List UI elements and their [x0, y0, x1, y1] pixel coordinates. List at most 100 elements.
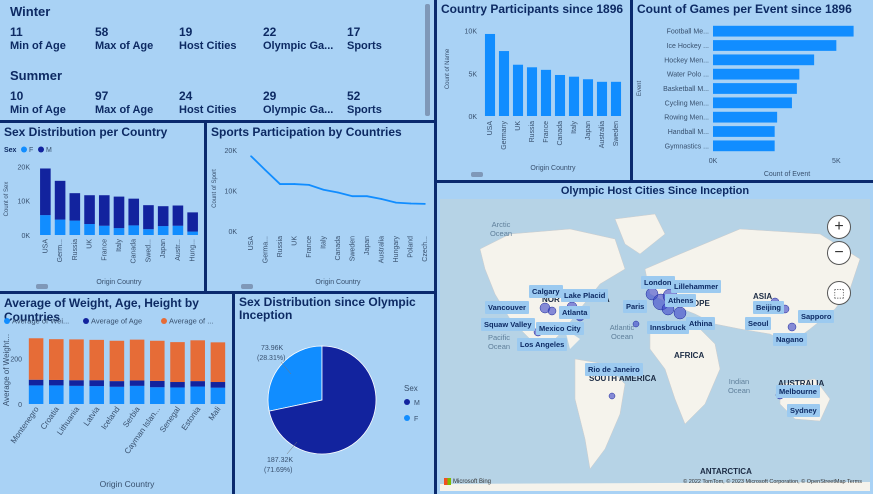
sports-participation-scrollbar[interactable] — [241, 284, 253, 289]
city-sydney[interactable]: Sydney — [787, 404, 820, 417]
summer-kpi-label-sports: Sports — [347, 104, 382, 116]
summer-kpi-label-max-of-age: Max of Age — [95, 104, 154, 116]
country-participants-panel: Country Participants since 1896 0K 5K 10K C… — [437, 0, 630, 180]
sc-xtick-swed: Swed... — [145, 239, 152, 262]
sports-participation-chart: 0K 10K 20K Count of Sport USA Germa... Russia U… — [212, 148, 429, 286]
cp-bar-france — [540, 69, 552, 116]
sex-pie-panel: Sex Distribution since Olympic Inception… — [235, 294, 434, 494]
cp-xtick-france: France — [543, 121, 550, 143]
winter-kpi-label-host-cities: Host Cities — [179, 40, 237, 52]
sc-bar-f-uk — [84, 224, 95, 235]
ge-bar-football-me — [713, 25, 854, 37]
sc-xtick-canada: Canada — [131, 239, 138, 264]
country-participants-scrollbar[interactable] — [471, 172, 483, 177]
zoom-out-button[interactable]: − — [827, 241, 851, 265]
map-canvas[interactable]: Arctic Ocean Atlantic Ocean Pacific Ocea… — [440, 199, 870, 491]
sc-ytick-10k: 10K — [18, 199, 31, 206]
aw-bar-2-croatia — [49, 339, 64, 380]
pie-legend-swatch-f — [404, 415, 410, 421]
sc-xtick-italy: Italy — [116, 239, 123, 252]
city-innsbruck[interactable]: Innsbruck — [647, 321, 689, 334]
city-sapporo[interactable]: Sapporo — [798, 310, 835, 323]
sp-point-italy — [322, 188, 325, 191]
ge-ytick-ice-hockey: Ice Hockey ... — [667, 43, 709, 50]
sc-ylabel: Count of Sex — [4, 182, 10, 217]
cp-xtick-australia: Australia — [599, 121, 606, 148]
sex-per-country-scrollbar[interactable] — [36, 284, 48, 289]
city-lake-placid[interactable]: Lake Placid — [561, 289, 609, 302]
city-rio[interactable]: Rio de Janeiro — [585, 363, 643, 376]
ge-xtick-5k: 5K — [832, 158, 841, 165]
summer-kpi-value-max-of-age: 97 — [95, 89, 109, 103]
city-atlanta[interactable]: Atlanta — [559, 306, 591, 319]
city-nagano[interactable]: Nagano — [773, 333, 807, 346]
sc-legend-title: Sex — [4, 147, 17, 154]
ge-ytick-cycling-men: Cycling Men... — [665, 100, 709, 107]
cp-bar-russia — [526, 67, 538, 116]
region-africa: AFRICA — [674, 351, 705, 360]
summer-title: Summer — [10, 68, 63, 83]
sp-xtick-russia: Russia — [277, 236, 284, 258]
aw-bar-1-serbia — [129, 380, 145, 386]
city-london[interactable]: London — [641, 276, 675, 289]
ge-ytick-rowing-men: Rowing Men... — [664, 115, 709, 122]
select-tool-button[interactable]: ⬚ — [827, 281, 851, 305]
city-athina[interactable]: Athina — [686, 317, 716, 330]
ge-bar-hockey-men — [713, 54, 815, 66]
aw-bar-1-iceland — [109, 381, 125, 387]
city-vancouver[interactable]: Vancouver — [485, 301, 529, 314]
city-los-angeles[interactable]: Los Angeles — [517, 338, 568, 351]
sp-point-hungary — [395, 201, 397, 204]
cp-xtick-canada: Canada — [557, 121, 564, 146]
aw-bar-2-estonia — [190, 340, 205, 382]
sc-bar-f-canada — [128, 225, 140, 235]
city-beijing[interactable]: Beijing — [753, 301, 785, 314]
city-mexico-city[interactable]: Mexico City — [536, 322, 584, 335]
region-australia: AUSTRALIA — [778, 379, 825, 388]
city-athens[interactable]: Athens — [665, 294, 697, 307]
sp-xtick-france: France — [306, 236, 313, 258]
aw-bar-2-iceland — [109, 340, 125, 382]
kpi-scrollbar[interactable] — [425, 4, 430, 116]
zoom-in-button[interactable]: + — [827, 215, 851, 239]
summer-kpi-value-olympic-ga: 29 — [263, 89, 277, 103]
winter-kpi-value-min-of-age: 11 — [10, 25, 23, 39]
sc-legend-swatch-m — [38, 146, 44, 153]
cp-xtick-russia: Russia — [529, 121, 536, 143]
ge-bar-ice-hockey — [713, 40, 837, 51]
region-south-america: SOUTH AMERICA — [589, 374, 657, 383]
city-squaw-valley[interactable]: Squaw Valley — [481, 318, 535, 331]
city-seoul[interactable]: Seoul — [745, 317, 772, 330]
winter-title: Winter — [10, 4, 51, 19]
city-calgary[interactable]: Calgary — [529, 285, 563, 298]
cp-ytick-10k: 10K — [465, 29, 478, 36]
city-lillehammer[interactable]: Lillehammer — [671, 280, 722, 293]
sc-xtick-russia: Russia — [72, 239, 79, 261]
sex-per-country-chart: Sex F M 0K 10K 20K Count of Sex USA Germ... Russi… — [4, 146, 198, 286]
sc-xtick-hung: Hung... — [190, 239, 197, 262]
sp-xtick-hungary: Hungary — [393, 236, 400, 263]
sp-xlabel: Origin Country — [315, 279, 361, 286]
sc-bar-f-austr — [172, 225, 184, 235]
sp-ytick-10k: 10K — [225, 189, 238, 196]
aw-legend-label-average-of-wei: Average of Wei... — [12, 317, 69, 326]
city-paris[interactable]: Paris — [623, 300, 648, 313]
ge-ytick-hockey-men: Hockey Men... — [664, 57, 709, 64]
aw-legend-swatch-0 — [4, 318, 10, 324]
cp-bar-australia — [596, 81, 608, 116]
aw-bar-2-montenegro — [28, 338, 44, 380]
aw-bar-0-cayman-islan — [150, 387, 165, 404]
cp-xtick-uk: UK — [515, 121, 522, 131]
ge-bar-handball-m — [713, 126, 775, 137]
city-melbourne[interactable]: Melbourne — [776, 385, 820, 398]
sp-point-canada — [337, 191, 339, 194]
sp-ytick-20k: 20K — [225, 148, 238, 155]
aw-xtick-latvia: Latvia — [82, 405, 102, 428]
summer-kpi-label-min-of-age: Min of Age — [10, 104, 66, 116]
sp-xtick-germa: Germa... — [263, 236, 270, 263]
ocean-arctic: Arctic Ocean — [489, 220, 513, 238]
aw-legend-swatch-2 — [161, 318, 167, 324]
map-attribution[interactable]: © 2022 TomTom, © 2023 Microsoft Corporat… — [683, 479, 862, 485]
aw-xlabel: Origin Country — [100, 479, 156, 489]
sc-xtick-japan: Japan — [160, 239, 167, 258]
